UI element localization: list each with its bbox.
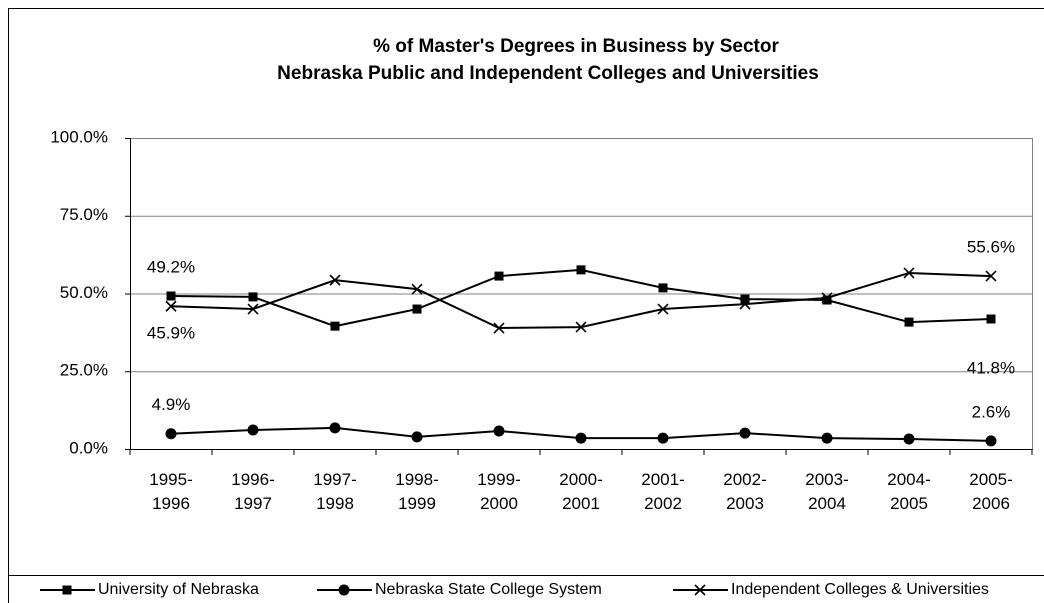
marker	[985, 435, 997, 447]
legend-label: Independent Colleges & Universities	[731, 581, 989, 598]
x-tick-label: 1998-1999	[395, 470, 438, 513]
x-tick-label: 2004-2005	[887, 470, 930, 513]
marker	[248, 292, 258, 302]
x-tick-label: 1999-2000	[477, 470, 520, 513]
marker	[493, 425, 505, 437]
chart-title: % of Master's Degrees in Business by Sec…	[373, 36, 779, 57]
marker	[330, 321, 340, 331]
marker	[411, 283, 423, 295]
data-label: 2.6%	[972, 402, 1011, 421]
legend-label: University of Nebraska	[98, 581, 259, 598]
marker	[329, 422, 341, 434]
marker	[329, 274, 341, 286]
marker	[166, 291, 176, 301]
marker	[412, 304, 422, 314]
marker	[740, 294, 750, 304]
y-tick-label: 25.0%	[60, 361, 108, 380]
marker	[986, 314, 996, 324]
x-tick-label: 1995-1996	[149, 470, 192, 513]
marker	[62, 585, 72, 595]
marker	[657, 432, 669, 444]
marker	[985, 270, 997, 282]
marker	[247, 424, 259, 436]
chart-subtitle: Nebraska Public and Independent Colleges…	[277, 63, 819, 84]
data-label: 41.8%	[967, 358, 1015, 377]
x-tick-label: 1997-1998	[313, 470, 356, 513]
marker	[575, 321, 587, 333]
marker	[657, 303, 669, 315]
marker	[739, 427, 751, 439]
marker	[494, 271, 504, 281]
x-tick-label: 2002-2003	[723, 470, 766, 513]
marker	[822, 295, 832, 305]
marker	[903, 433, 915, 445]
marker	[739, 298, 751, 310]
x-tick-label: 2000-2001	[559, 470, 602, 513]
marker	[165, 428, 177, 440]
marker	[821, 432, 833, 444]
y-tick-label: 100.0%	[50, 127, 108, 146]
marker	[576, 265, 586, 275]
marker	[247, 303, 259, 315]
marker	[338, 584, 350, 596]
marker	[904, 317, 914, 327]
legend-label: Nebraska State College System	[375, 581, 602, 598]
marker	[821, 292, 833, 304]
series-line	[170, 271, 992, 330]
data-label: 4.9%	[152, 395, 191, 414]
marker	[903, 267, 915, 279]
marker	[411, 431, 423, 443]
marker	[493, 322, 505, 334]
data-label: 49.2%	[147, 257, 195, 276]
legend-box	[8, 575, 1044, 603]
y-tick-label: 50.0%	[60, 283, 108, 302]
x-tick-label: 2005-2006	[969, 470, 1012, 513]
x-tick-label: 2003-2004	[805, 470, 848, 513]
marker	[658, 283, 668, 293]
x-tick-label: 1996-1997	[231, 470, 274, 513]
marker	[575, 432, 587, 444]
marker	[165, 300, 177, 312]
series-line	[170, 268, 992, 328]
marker	[694, 584, 706, 596]
x-tick-label: 2001-2002	[641, 470, 684, 513]
y-tick-label: 0.0%	[69, 438, 108, 457]
data-label: 45.9%	[147, 324, 195, 343]
y-tick-label: 75.0%	[60, 205, 108, 224]
data-label: 55.6%	[967, 238, 1015, 257]
